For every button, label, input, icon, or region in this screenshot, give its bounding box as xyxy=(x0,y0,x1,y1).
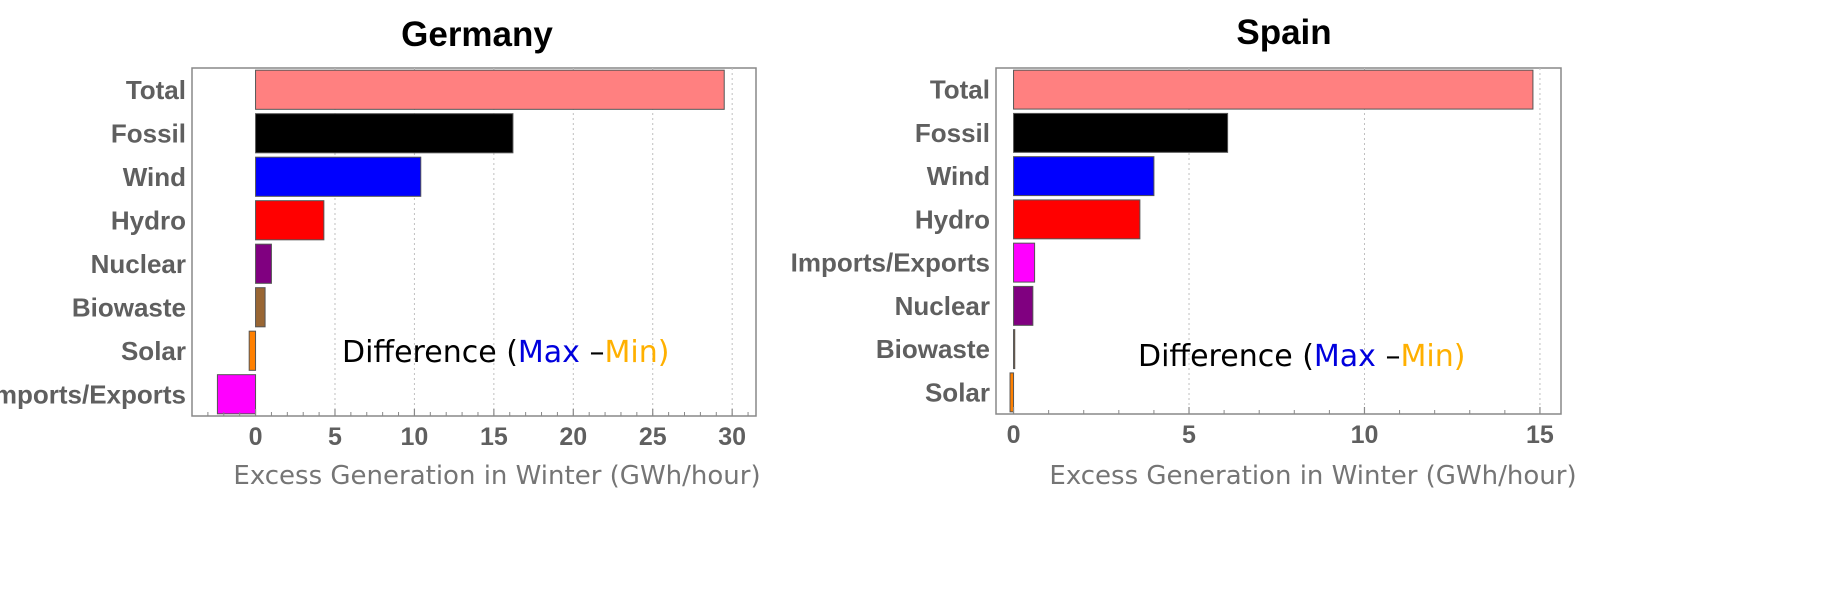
annotation-suffix: ) xyxy=(1454,339,1466,374)
spain-chart-title: Spain xyxy=(1236,13,1331,52)
spain-category-label-fossil: Fossil xyxy=(915,118,990,148)
annotation-min: Min xyxy=(604,335,657,370)
germany-x-ticks: 0 5 10 15 20 25 30 xyxy=(191,409,749,451)
spain-bar-total xyxy=(1013,69,1534,110)
germany-tick-label: 20 xyxy=(559,423,587,451)
annotation-min: Min xyxy=(1400,339,1453,374)
annotation-prefix: Difference ( xyxy=(1138,339,1314,374)
germany-difference-annotation: Difference (Max –Min) xyxy=(342,335,669,370)
spain-category-labels: Total Fossil Wind Hydro Imports/Exports Nucle… xyxy=(791,75,990,408)
germany-bar-total xyxy=(255,69,725,110)
germany-tick-label: 15 xyxy=(480,423,508,451)
germany-bar-wind xyxy=(255,156,422,197)
germany-category-label-wind: Wind xyxy=(123,162,186,192)
annotation-suffix: ) xyxy=(658,335,670,370)
annotation-prefix: Difference ( xyxy=(342,335,518,370)
annotation-max: Max xyxy=(518,335,580,370)
germany-category-label-nuclear: Nuclear xyxy=(91,249,186,279)
spain-bar-wind xyxy=(1013,156,1155,197)
annotation-max: Max xyxy=(1314,339,1376,374)
germany-category-label-biowaste: Biowaste xyxy=(72,292,186,322)
germany-category-label-total: Total xyxy=(126,75,186,105)
germany-category-labels: Total Fossil Wind Hydro Nuclear Biowaste Solar… xyxy=(0,75,186,410)
spain-x-ticks: 0 5 10 15 xyxy=(1007,407,1554,449)
germany-category-label-fossil: Fossil xyxy=(111,118,186,148)
spain-bars xyxy=(1009,69,1534,413)
spain-x-axis-label: Excess Generation in Winter (GWh/hour) xyxy=(1049,461,1576,491)
spain-bar-solar xyxy=(1009,372,1015,413)
germany-tick-label: 25 xyxy=(639,423,667,451)
spain-bar-imports-exports xyxy=(1013,242,1036,283)
germany-chart: Germany Total Fossil Wind Hydro Nuclear Biowa… xyxy=(0,15,761,491)
spain-tick-label: 5 xyxy=(1182,421,1196,449)
germany-bar-nuclear xyxy=(255,243,272,284)
spain-tick-label: 10 xyxy=(1351,421,1379,449)
germany-category-label-solar: Solar xyxy=(121,336,186,366)
germany-bar-solar xyxy=(248,330,257,371)
spain-difference-annotation: Difference (Max –Min) xyxy=(1138,339,1465,374)
germany-bar-imports-exports xyxy=(216,374,257,415)
spain-bar-biowaste xyxy=(1013,329,1016,370)
germany-category-label-hydro: Hydro xyxy=(111,205,186,235)
spain-tick-label: 15 xyxy=(1526,421,1554,449)
spain-category-label-nuclear: Nuclear xyxy=(895,291,990,321)
germany-x-axis-label: Excess Generation in Winter (GWh/hour) xyxy=(233,461,760,491)
germany-plot-frame xyxy=(191,67,757,417)
annotation-dash: – xyxy=(1376,339,1401,374)
spain-plot-frame xyxy=(995,67,1562,415)
germany-category-label-imports-exports: Imports/Exports xyxy=(0,379,186,409)
spain-tick-label: 0 xyxy=(1007,421,1021,449)
germany-bar-biowaste xyxy=(255,287,266,328)
germany-bar-hydro xyxy=(255,200,325,241)
germany-tick-label: 0 xyxy=(249,423,263,451)
annotation-dash: – xyxy=(580,335,605,370)
spain-category-label-wind: Wind xyxy=(927,161,990,191)
germany-bar-fossil xyxy=(255,113,514,154)
germany-chart-title: Germany xyxy=(401,15,553,54)
spain-category-label-imports-exports: Imports/Exports xyxy=(791,248,990,278)
germany-bars xyxy=(216,69,725,415)
germany-gridlines xyxy=(334,68,733,416)
germany-tick-label: 5 xyxy=(328,423,342,451)
germany-tick-label: 30 xyxy=(718,423,746,451)
spain-bar-fossil xyxy=(1013,112,1229,153)
spain-category-label-total: Total xyxy=(930,75,990,105)
spain-category-label-biowaste: Biowaste xyxy=(876,334,990,364)
spain-bar-hydro xyxy=(1013,199,1141,240)
spain-category-label-hydro: Hydro xyxy=(915,204,990,234)
spain-chart: Spain Total Fossil Wind Hydro Imports/Export… xyxy=(791,13,1577,491)
spain-category-label-solar: Solar xyxy=(925,377,990,407)
spain-bar-nuclear xyxy=(1013,285,1034,326)
germany-tick-label: 10 xyxy=(401,423,429,451)
